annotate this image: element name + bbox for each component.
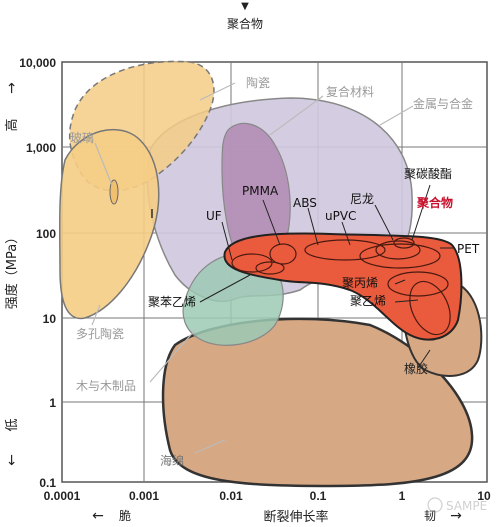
y-axis-label: 强度（MPa） <box>4 231 20 309</box>
y-tick-1000: 1,000 <box>26 141 56 155</box>
polymers-region <box>223 232 463 341</box>
y-high-label: 高 <box>4 118 20 131</box>
y-up-arrow: → <box>4 82 20 94</box>
polymer-leader-lines <box>199 184 455 369</box>
x-tick-0.001: 0.001 <box>129 489 159 503</box>
x-tick-10: 10 <box>477 489 491 503</box>
pc-label: 聚碳酸酯 <box>404 166 452 181</box>
pp-label: 聚丙烯 <box>342 276 378 290</box>
composites-label: 复合材料 <box>326 84 374 99</box>
porous-ceramics-label: 多孔陶瓷 <box>76 326 124 341</box>
y-low-label: 低 <box>5 418 20 431</box>
header-title: 聚合物 <box>227 16 263 31</box>
glass-marker <box>109 179 119 205</box>
x-tick-0.1: 0.1 <box>310 489 327 503</box>
pmma-label: PMMA <box>242 184 279 198</box>
glass-label: 玻璃 <box>70 131 94 145</box>
polymer-subregions <box>231 237 451 336</box>
x-axis-label: 断裂伸长率 <box>263 509 328 525</box>
x-tick-1: 1 <box>399 489 406 503</box>
ps-label: 聚苯乙烯 <box>148 295 196 309</box>
foam-region <box>161 317 474 488</box>
x-left-arrow: ← <box>92 508 104 524</box>
foam-label: 海绵 <box>160 453 184 468</box>
y-tick-1: 1 <box>49 396 56 410</box>
porous-ceramics-region <box>58 128 160 320</box>
upvc-label: uPVC <box>325 209 356 223</box>
pe-label: 聚乙烯 <box>350 294 386 308</box>
svg-text:SAMPE: SAMPE <box>446 499 487 513</box>
y-down-arrow: ← <box>4 454 20 466</box>
header-arrow: ▼ <box>241 1 249 12</box>
x-tick-0.0001: 0.0001 <box>44 489 81 503</box>
y-tick-0.1: 0.1 <box>39 476 56 490</box>
x-tick-0.01: 0.01 <box>219 489 243 503</box>
rubber-label: 橡胶 <box>404 361 428 376</box>
abs-label: ABS <box>293 196 317 210</box>
x-right-arrow: → <box>450 508 462 524</box>
metals-label: 金属与合金 <box>413 96 473 111</box>
pet-label: PET <box>457 242 480 256</box>
ceramics-label: 陶瓷 <box>246 75 270 90</box>
polymers-label: 聚合物 <box>416 195 453 210</box>
y-tick-100: 100 <box>36 227 56 241</box>
y-tick-10000: 10,000 <box>19 56 56 70</box>
watermark: SAMPE <box>427 497 487 513</box>
leader-lines <box>91 82 414 454</box>
nylon-label: 尼龙 <box>350 192 374 206</box>
y-tick-10: 10 <box>43 312 57 326</box>
uf-label: UF <box>206 209 222 223</box>
wood-label: 木与木制品 <box>76 379 136 393</box>
x-left-label: 脆 <box>119 508 131 523</box>
x-right-label: 韧 <box>424 509 436 523</box>
